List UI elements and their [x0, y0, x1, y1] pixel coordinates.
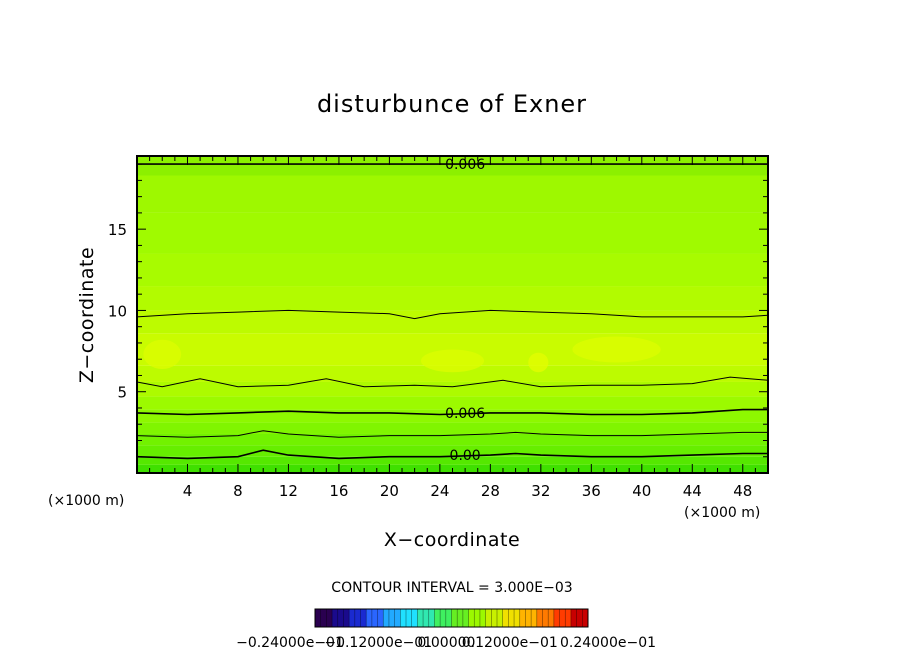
contour-line	[136, 408, 768, 416]
colorbar-swatch	[349, 609, 367, 627]
x-unit-label-right: (×1000 m)	[684, 505, 760, 521]
color-band	[137, 422, 768, 434]
contour-line	[136, 430, 768, 438]
colorbar-swatch	[536, 609, 555, 627]
y-axis-label: Z−coordinate	[76, 247, 98, 383]
color-band	[137, 310, 768, 334]
color-fill-layer	[137, 156, 768, 473]
y-tick-labels: 5 10 15	[108, 221, 127, 402]
colorbar-label: −0.24000e−01	[236, 635, 344, 651]
chart-title: disturbunce of Exner	[317, 90, 587, 118]
colorbar	[314, 608, 589, 628]
colorbar-swatch	[519, 609, 538, 627]
contour-interval-text: CONTOUR INTERVAL = 3.000E−03	[331, 580, 572, 596]
contour-line	[136, 449, 768, 460]
color-band	[137, 286, 768, 311]
colorbar-swatch	[451, 609, 470, 627]
colorbar-swatch	[434, 609, 452, 627]
color-band	[137, 175, 768, 213]
colorbar-swatch	[468, 609, 487, 627]
x-tick-label: 8	[233, 482, 243, 500]
colorbar-swatch	[366, 609, 384, 627]
colorbar-label: 0.00000	[418, 635, 476, 651]
x-tick-label: 16	[329, 482, 348, 500]
plot-area: 0.006 0.006 0.00	[136, 155, 769, 474]
colorbar-swatch	[502, 609, 521, 627]
x-tick-label: 4	[183, 482, 193, 500]
x-tick-labels: 4 8 12 16 20 24 28 32 36 40 44 48	[183, 482, 753, 500]
color-band	[137, 253, 768, 287]
contour-label: 0.00	[450, 448, 481, 464]
y-tick-label: 5	[117, 384, 127, 402]
color-band	[137, 445, 768, 457]
x-tick-label: 12	[279, 482, 298, 500]
colorbar-swatch	[417, 609, 435, 627]
x-unit-label-left: (×1000 m)	[48, 493, 124, 509]
contour-line	[136, 309, 769, 320]
x-tick-label: 44	[683, 482, 702, 500]
contour-label: 0.006	[445, 157, 485, 173]
x-tick-label: 28	[481, 482, 500, 500]
y-tick-label: 10	[108, 302, 127, 320]
color-band	[137, 212, 768, 254]
colorbar-label: −0.12000e−01	[324, 635, 432, 651]
colorbar-tick-labels: −0.24000e−01−0.12000e−010.000000.12000e−…	[236, 635, 656, 651]
colorbar-swatch	[400, 609, 418, 627]
color-band	[137, 456, 768, 465]
x-tick-label: 20	[380, 482, 399, 500]
x-tick-label: 40	[632, 482, 651, 500]
contour-label: 0.006	[445, 406, 485, 422]
x-axis-label: X−coordinate	[384, 529, 520, 551]
x-tick-label: 32	[531, 482, 550, 500]
colorbar-swatch	[332, 609, 350, 627]
color-highlight	[420, 349, 485, 373]
colorbar-label: 0.12000e−01	[462, 635, 558, 651]
color-highlight	[143, 339, 182, 369]
color-band	[137, 365, 768, 382]
colorbar-swatch	[383, 609, 401, 627]
plot-frame	[136, 155, 769, 474]
color-highlight	[572, 336, 661, 363]
color-band	[137, 409, 768, 423]
colorbar-swatch	[553, 609, 572, 627]
colorbar-swatch	[570, 609, 589, 627]
contour-labels-layer: 0.006 0.006 0.00	[445, 157, 485, 464]
color-band	[137, 396, 768, 410]
colorbar-frame	[314, 608, 589, 628]
color-highlight	[528, 352, 549, 373]
colorbar-swatch	[485, 609, 504, 627]
x-tick-label: 36	[582, 482, 601, 500]
color-band	[137, 433, 768, 446]
y-tick-label: 15	[108, 221, 127, 239]
x-tick-label: 24	[430, 482, 449, 500]
contour-line	[136, 376, 769, 388]
color-band	[137, 156, 768, 176]
x-tick-label: 48	[733, 482, 752, 500]
colorbar-label: 0.24000e−01	[560, 635, 656, 651]
colorbar-swatch	[315, 609, 333, 627]
